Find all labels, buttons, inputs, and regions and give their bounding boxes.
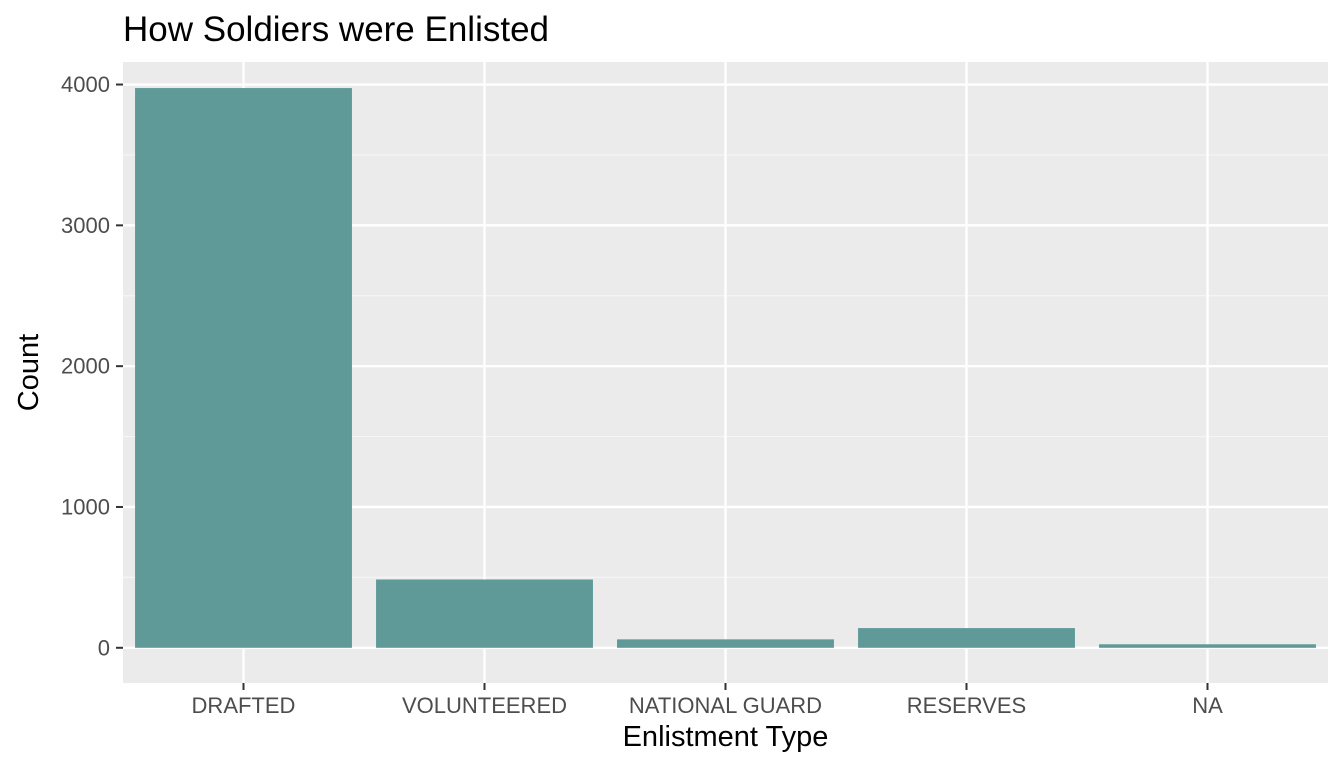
x-tick-label: DRAFTED	[192, 693, 296, 718]
x-axis: DRAFTED VOLUNTEERED NATIONAL GUARD RESERVES…	[192, 683, 1223, 718]
chart-title: How Soldiers were Enlisted	[123, 10, 549, 49]
y-tick-label: 4000	[61, 72, 110, 97]
y-tick-label: 1000	[61, 494, 110, 519]
bars-group	[135, 88, 1316, 648]
y-axis: 0 1000 2000 3000 4000	[61, 72, 123, 660]
bar-drafted	[135, 88, 352, 648]
y-axis-title: Count	[13, 334, 45, 411]
bar-reserves	[858, 628, 1075, 648]
bar-na	[1099, 644, 1316, 648]
bar-volunteered	[376, 579, 593, 648]
y-tick-label: 0	[98, 635, 110, 660]
x-tick-label: VOLUNTEERED	[402, 693, 567, 718]
x-tick-label: RESERVES	[907, 693, 1026, 718]
x-axis-title: Enlistment Type	[623, 721, 829, 753]
bar-national-guard	[617, 639, 834, 648]
y-tick-label: 2000	[61, 354, 110, 379]
x-tick-label: NATIONAL GUARD	[629, 693, 822, 718]
y-tick-label: 3000	[61, 213, 110, 238]
x-tick-label: NA	[1192, 693, 1223, 718]
